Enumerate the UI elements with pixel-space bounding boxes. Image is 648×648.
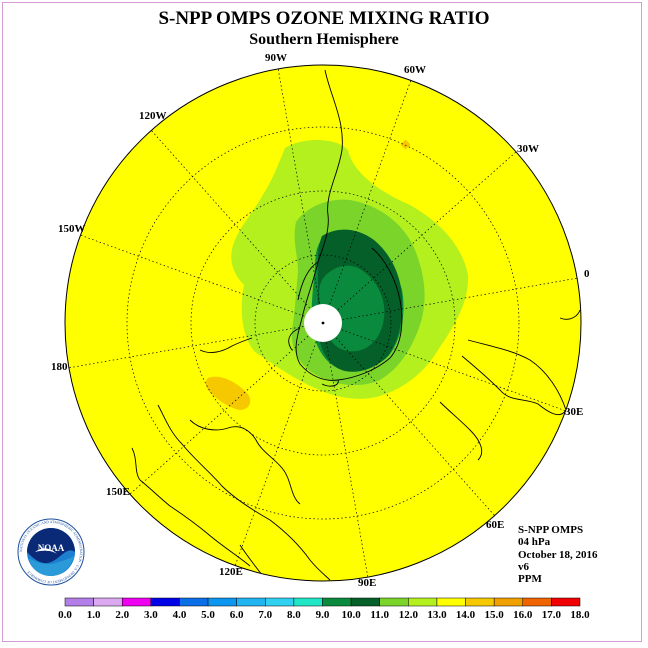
colorbar-segment: [493, 597, 524, 607]
noaa-logo: NOAA NATIONAL OCEANIC AND ATMOSPHERIC AD…: [17, 518, 85, 586]
colorbar-segment: [379, 597, 409, 607]
south-pole-marker: [321, 321, 325, 325]
colorbar-tick-label: 3.0: [144, 609, 158, 621]
info-version: v6: [518, 560, 529, 573]
colorbar-tick-label: 8.0: [287, 609, 301, 621]
lon-label: 180: [51, 361, 68, 373]
colorbar-segment: [93, 597, 123, 607]
map-subtitle: Southern Hemisphere: [249, 31, 399, 48]
figure-frame: [2, 2, 642, 642]
colorbar-segment: [64, 597, 94, 607]
colorbar: 0.0 1.0 2.0 3.0 4.0 5.0 6.0 7.0 8.0 9.0 10.0 11.0 12…: [58, 597, 590, 621]
info-block: S-NPP OMPS 04 hPa October 18, 2016 v6 PP…: [518, 524, 598, 585]
colorbar-tick-label: 1.0: [87, 609, 101, 621]
colorbar-tick-label: 7.0: [258, 609, 272, 621]
colorbar-segment: [551, 597, 581, 607]
map-title: S-NPP OMPS OZONE MIXING RATIO: [158, 8, 490, 29]
colorbar-segment: [236, 597, 266, 607]
lon-label: 120W: [139, 110, 167, 122]
colorbar-tick-label: 17.0: [542, 609, 562, 621]
colorbar-segment: [265, 597, 295, 607]
lon-label: 30W: [517, 143, 539, 155]
colorbar-tick-label: 9.0: [316, 609, 330, 621]
lon-label: 90E: [358, 577, 376, 589]
colorbar-segment: [350, 597, 380, 607]
lon-label: 0: [584, 268, 590, 280]
lon-label: 60E: [486, 519, 504, 531]
lon-label: 30E: [565, 406, 583, 418]
colorbar-tick-label: 14.0: [456, 609, 476, 621]
logo-text: NOAA: [38, 543, 65, 553]
contour-14ppm-patch: [205, 376, 251, 410]
colorbar-tick-label: 2.0: [115, 609, 129, 621]
colorbar-tick-label: 5.0: [201, 609, 215, 621]
colorbar-tick-label: 6.0: [230, 609, 244, 621]
colorbar-segment: [465, 597, 495, 607]
colorbar-tick-label: 16.0: [513, 609, 533, 621]
info-units: PPM: [518, 573, 542, 586]
lon-label: 60W: [404, 64, 426, 76]
colorbar-segment: [121, 597, 152, 607]
coastlines: [131, 69, 581, 581]
lon-label: 150E: [106, 486, 130, 498]
longitude-labels: 90W 60W 30W 0 30E 60E 90E 120E 150E 180 …: [51, 52, 590, 589]
contour-14ppm-speck: [400, 139, 411, 150]
colorbar-tick-label: 13.0: [427, 609, 447, 621]
colorbar-tick-label: 11.0: [370, 609, 389, 621]
colorbar-tick-label: 10.0: [341, 609, 361, 621]
meridians: [67, 67, 579, 579]
colorbar-segment: [322, 597, 352, 607]
colorbar-segment: [293, 597, 323, 607]
colorbar-tick-label: 12.0: [399, 609, 419, 621]
lon-label: 150W: [58, 223, 86, 235]
colorbar-segment: [150, 597, 180, 607]
colorbar-tick-label: 18.0: [570, 609, 590, 621]
colorbar-tick-label: 15.0: [485, 609, 505, 621]
colorbar-tick-label: 0.0: [58, 609, 72, 621]
info-instrument: S-NPP OMPS: [518, 524, 584, 536]
colorbar-segment: [522, 597, 552, 607]
colorbar-segment: [436, 597, 466, 607]
colorbar-segment: [207, 597, 237, 607]
info-date: October 18, 2016: [518, 548, 598, 561]
lon-label: 120E: [219, 566, 243, 578]
colorbar-segment: [179, 597, 209, 607]
map-boundary: [64, 64, 582, 582]
colorbar-segment: [408, 597, 438, 607]
colorbar-tick-label: 4.0: [173, 609, 187, 621]
lon-label: 90W: [265, 52, 287, 64]
info-level: 04 hPa: [518, 536, 551, 549]
latitude-circles: [126, 126, 520, 520]
